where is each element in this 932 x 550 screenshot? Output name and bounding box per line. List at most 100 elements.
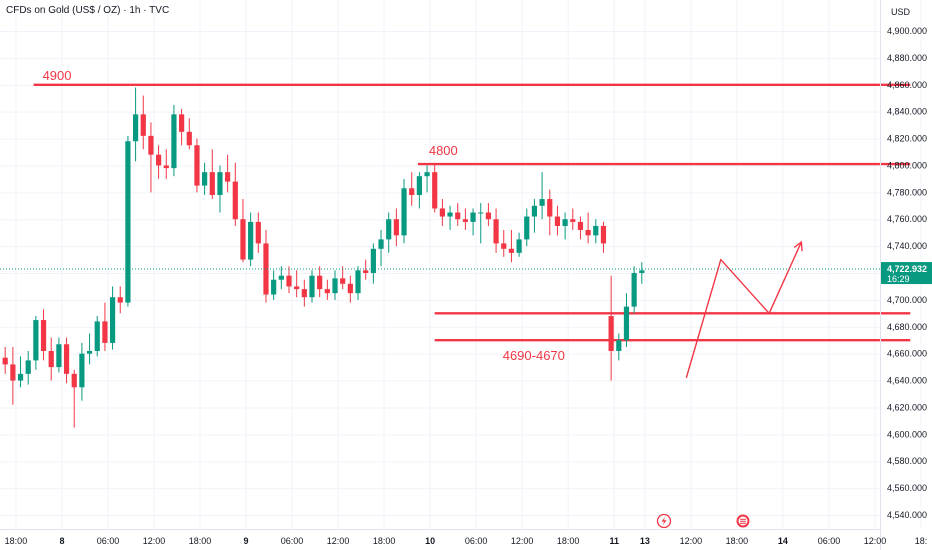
candle [600,221,607,253]
candle [340,266,346,290]
candle [608,275,614,381]
time-axis[interactable]: 12:00 18:00 8 06:00 12:00 18:00 9 06:00 12:00 18:… [0,529,927,547]
candle-body [616,340,622,351]
candle [432,162,438,213]
candle-body [455,212,461,220]
candle-body [370,248,376,273]
price-tick-label: 4,700.000 [887,295,927,305]
candle [86,333,93,365]
candle [539,172,545,220]
candle [593,219,599,244]
time-tick-label: 12:00 [143,536,166,546]
candle-body [531,205,538,217]
candle-body [493,219,499,244]
candle-body [163,165,169,169]
candle-body [600,225,607,244]
price-tick-label: 4,560.000 [887,483,927,493]
candle [409,172,415,206]
candle [194,138,200,193]
projection-path[interactable] [685,240,803,379]
candle-body [40,320,47,351]
price-tick-label: 4,800.000 [887,160,927,170]
candle [248,212,254,267]
candle [332,270,338,300]
candle [401,178,407,244]
candle-body [102,321,108,343]
candle [225,154,231,193]
price-tick-label: 4,580.000 [887,456,927,466]
candle-body [140,114,146,136]
candle-body [386,219,392,240]
candle [156,145,162,179]
time-tick-label: 12:00 [511,536,534,546]
candle-body [524,216,530,240]
candle [470,208,476,236]
candle-body [593,225,599,236]
flag-event-icon[interactable] [736,514,750,528]
candle-body [324,289,330,294]
candle [102,302,108,351]
candle-body [301,289,307,298]
candle-body [401,188,407,236]
candle-body [309,275,315,298]
candle-body [623,306,630,341]
candle-body [71,373,77,388]
candle [140,95,146,150]
candle [240,199,246,263]
candle [386,212,392,253]
candle [393,208,399,247]
candle [148,122,154,193]
time-tick-label: 18:00 [726,536,749,546]
time-tick-label: 18:00 [189,536,212,546]
candle [2,346,8,374]
candle [508,229,515,263]
time-tick-label: 18:00 [557,536,580,546]
candle [209,149,215,200]
projection-line [685,241,802,379]
candle-body [317,275,323,290]
support-resistance-lines[interactable] [33,83,911,342]
candle-body [340,278,346,284]
candle [455,203,461,226]
candle-body [478,212,484,214]
candle [478,203,484,244]
candle-body [508,248,515,253]
candle-body [2,357,8,365]
candle [125,135,131,307]
candle-body [86,350,93,354]
candle-body [378,239,384,249]
candle-body [439,208,445,217]
candle-body [485,212,492,220]
candle [524,208,530,247]
candle-body [347,283,353,294]
candle-body [547,199,553,217]
time-tick-label: 06:00 [465,536,488,546]
candle [416,172,422,209]
candle-body [179,114,185,132]
level-4900-label: 4900 [43,68,72,83]
candle-body [117,297,123,303]
price-tick-label: 4,760.000 [887,214,927,224]
candle-body [409,188,415,196]
candle-body [562,219,568,226]
price-axis[interactable]: USD 4,540.000 4,560.000 4,580.000 4,600.000… [880,0,932,550]
candle [63,337,70,384]
currency-label: USD [891,7,911,17]
price-tick-label: 4,680.000 [887,322,927,332]
price-tick-label: 4,900.000 [887,26,927,36]
candle-body [48,350,54,368]
candle-body [263,243,269,295]
current-price-value: 4,722.932 [887,264,927,274]
time-tick-label: 18:00 [373,536,396,546]
candle [324,279,330,300]
price-tick-label: 4,840.000 [887,107,927,117]
time-tick-label: 13 [640,536,650,546]
candle [56,337,62,373]
candle-body [462,219,468,222]
lightning-event-icon[interactable] [656,513,672,529]
time-tick-label: 11 [609,536,619,546]
candle-countdown: 16:29 [887,274,910,284]
price-tick-label: 4,620.000 [887,402,927,412]
time-tick-label: 14 [778,536,788,546]
